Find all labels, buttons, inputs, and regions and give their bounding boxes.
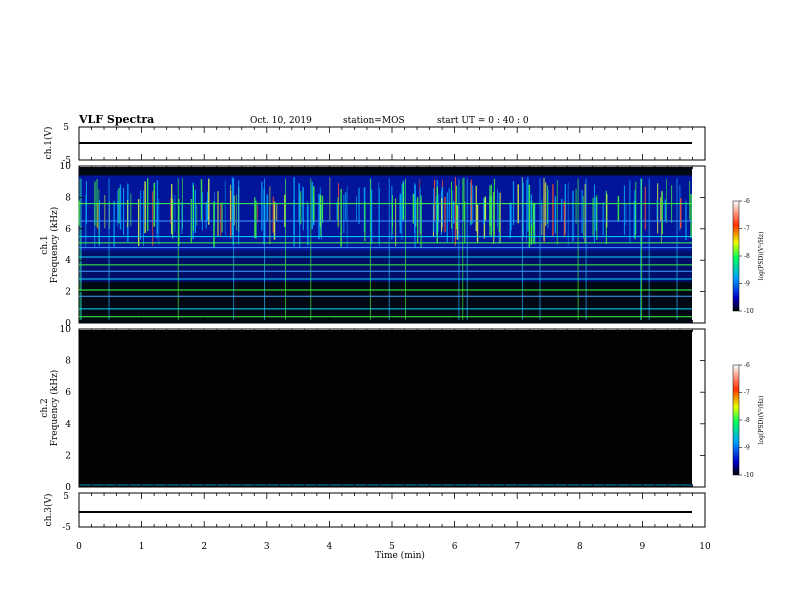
colorbar-tick-label: -10 [744, 472, 754, 479]
ch3-voltage-ylabel: ch.3(V) [43, 494, 54, 527]
spectrogram-background [79, 330, 692, 487]
ch1-colorbar [732, 200, 740, 312]
colorbar-tick-label: -10 [744, 308, 754, 315]
time-axis-label: Time (min) [375, 550, 425, 561]
time-axis-ticklabels: 0 1 2 3 4 5 6 7 8 9 10 [76, 542, 711, 552]
time-tick-label: 4 [327, 542, 333, 552]
ch1-spectrogram-image [78, 167, 692, 323]
ch1-colorbar-ticks: -6 -7 -8 -9 -10 [739, 198, 754, 315]
time-tick-label: 2 [201, 542, 207, 552]
colorbar-tick-label: -6 [744, 362, 750, 369]
time-tick-label: 6 [452, 542, 458, 552]
time-tick-label: 5 [389, 542, 395, 552]
time-tick-label: 3 [264, 542, 270, 552]
time-tick-label: 9 [640, 542, 646, 552]
frequency-tick-label: 6 [65, 388, 71, 398]
ch3-ytick-bottom: -5 [62, 523, 71, 533]
ch1-spectrogram-yticks: 0 2 4 6 8 10 [60, 162, 705, 329]
ch1-voltage-ylabel: ch.1(V) [43, 127, 54, 160]
ch1-ytick-top: 5 [63, 123, 69, 133]
ch2-colorbar-ticks: -6 -7 -8 -9 -10 [739, 362, 754, 479]
frequency-tick-label: 2 [65, 451, 71, 461]
colorbar-tick-label: -8 [744, 417, 750, 424]
time-tick-label: 0 [76, 542, 82, 552]
colorbar-tick-label: -9 [744, 281, 750, 288]
frequency-tick-label: 2 [65, 288, 71, 298]
colorbar-tick-label: -6 [744, 198, 750, 205]
ch3-voltage-ticks [78, 493, 706, 527]
ch1-spectrogram-ticks [78, 166, 706, 323]
start-time-label: start UT = 0 : 40 : 0 [437, 116, 529, 126]
colorbar-tick-label: -7 [744, 226, 750, 233]
ch1-channel-label: ch.1 [40, 235, 50, 254]
frequency-tick-label: 0 [65, 319, 71, 329]
frequency-tick-label: 10 [60, 325, 72, 335]
ch2-spectrogram-image [79, 330, 692, 487]
colorbar-tick-label: -8 [744, 253, 750, 260]
ch1-ytick-bottom: -5 [62, 156, 71, 166]
frequency-tick-label: 4 [65, 256, 71, 266]
ch2-channel-label: ch.2 [40, 398, 50, 417]
frequency-tick-label: 4 [65, 420, 71, 430]
ch3-voltage-panel: 5 -5 ch.3(V) 0 1 2 3 4 5 6 7 8 9 10 Time (min) [43, 492, 711, 561]
colorbar-tick-label: -9 [744, 445, 750, 452]
time-tick-label: 1 [139, 542, 145, 552]
ch1-spectrogram-panel: 0 2 4 6 8 10 ch.1 Frequency (kHz) -6 -7 -8 -9 -10… [40, 162, 765, 329]
time-tick-label: 8 [577, 542, 583, 552]
frequency-tick-label: 8 [65, 193, 71, 203]
frequency-tick-label: 10 [60, 162, 72, 172]
frequency-tick-label: 6 [65, 225, 71, 235]
colorbar-tick-label: -7 [744, 390, 750, 397]
frequency-tick-label: 0 [65, 483, 71, 493]
ch1-voltage-ticks [78, 127, 706, 160]
date-label: Oct. 10, 2019 [250, 116, 312, 126]
figure-title: VLF Spectra [78, 113, 154, 126]
ch1-frequency-ylabel: Frequency (kHz) [49, 207, 60, 284]
ch1-colorbar-label: log(PSD)(V²/Hz) [758, 232, 765, 281]
station-label: station=MOS [343, 116, 405, 126]
noise-band [79, 250, 692, 283]
time-tick-label: 7 [514, 542, 520, 552]
ch2-spectrogram-ticks [78, 329, 706, 487]
ch2-frequency-ylabel: Frequency (kHz) [49, 370, 60, 447]
ch2-spectrogram-panel: 0 2 4 6 8 10 ch.2 Frequency (kHz) -6 -7 -8 -9 -10… [40, 325, 765, 493]
activity-band [79, 175, 692, 253]
frequency-tick-label: 8 [65, 357, 71, 367]
time-tick-label: 10 [699, 542, 711, 552]
ch1-voltage-panel: 5 -5 ch.1(V) [43, 123, 706, 166]
ch3-ytick-top: 5 [63, 492, 69, 502]
ch2-colorbar-label: log(PSD)(V²/Hz) [758, 396, 765, 445]
ch2-spectrogram-yticks: 0 2 4 6 8 10 [60, 325, 705, 493]
ch2-colorbar [732, 364, 740, 476]
